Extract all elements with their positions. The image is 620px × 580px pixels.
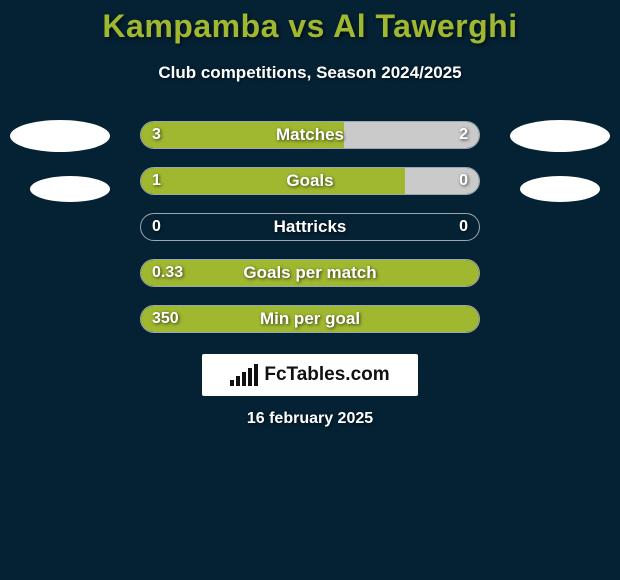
logo-badge: FcTables.com xyxy=(202,354,418,396)
stat-row: Goals per match0.33 xyxy=(0,253,620,299)
bar-left-fill xyxy=(141,260,479,286)
decorative-ellipse xyxy=(510,120,610,152)
stat-rows: Matches32Goals10Hattricks00Goals per mat… xyxy=(0,115,620,345)
bar-right-fill xyxy=(405,168,479,194)
date-line: 16 february 2025 xyxy=(0,410,620,428)
decorative-ellipse xyxy=(520,176,600,202)
bars-icon xyxy=(230,364,258,386)
bar-right-fill xyxy=(344,122,479,148)
bar-left-fill xyxy=(141,168,405,194)
stat-row: Hattricks00 xyxy=(0,207,620,253)
bar-track xyxy=(140,213,480,241)
page-title: Kampamba vs Al Tawerghi xyxy=(0,8,620,45)
bar-left-fill xyxy=(141,306,479,332)
bar-track xyxy=(140,305,480,333)
stat-row: Min per goal350 xyxy=(0,299,620,345)
bar-track xyxy=(140,167,480,195)
bar-track xyxy=(140,121,480,149)
comparison-card: Kampamba vs Al Tawerghi Club competition… xyxy=(0,0,620,580)
decorative-ellipse xyxy=(10,120,110,152)
subtitle: Club competitions, Season 2024/2025 xyxy=(0,63,620,83)
bar-left-fill xyxy=(141,122,344,148)
decorative-ellipse xyxy=(30,176,110,202)
bar-track xyxy=(140,259,480,287)
logo-text: FcTables.com xyxy=(264,364,389,386)
